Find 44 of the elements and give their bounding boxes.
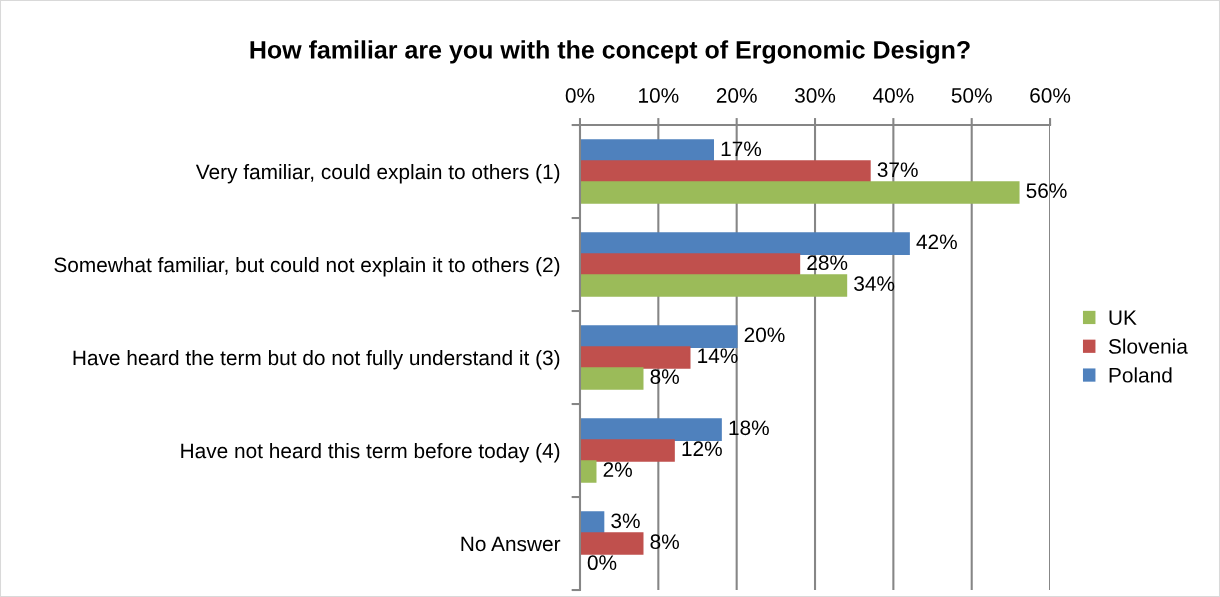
data-label: 42% bbox=[916, 234, 957, 250]
bar bbox=[579, 274, 848, 297]
data-label: 8% bbox=[650, 369, 679, 385]
data-label: 20% bbox=[744, 327, 785, 343]
bar bbox=[579, 232, 910, 255]
x-tick-label: 20% bbox=[716, 88, 757, 103]
data-label: 34% bbox=[854, 276, 895, 292]
data-label: 17% bbox=[721, 141, 762, 157]
legend-label: Slovenia bbox=[1108, 338, 1188, 354]
bar bbox=[579, 181, 1020, 204]
bar bbox=[579, 367, 644, 390]
data-label: 37% bbox=[877, 162, 918, 178]
legend-label: UK bbox=[1109, 310, 1137, 326]
bar bbox=[579, 325, 738, 348]
data-label: 3% bbox=[611, 513, 640, 529]
data-label: 2% bbox=[603, 462, 632, 477]
bar bbox=[579, 460, 597, 483]
bar bbox=[579, 532, 644, 555]
legend-label: Poland bbox=[1109, 367, 1172, 383]
x-tick-label: 0% bbox=[565, 88, 595, 103]
chart-title: How familiar are you with the concept of Ergonomic Design? bbox=[250, 40, 970, 64]
bar bbox=[579, 346, 691, 369]
data-label: 12% bbox=[682, 441, 722, 457]
data-label: 56% bbox=[1026, 183, 1067, 199]
bar bbox=[579, 139, 715, 162]
bar bbox=[579, 418, 722, 441]
data-label: 28% bbox=[807, 255, 848, 271]
y-tick-label: Very familiar, could explain to others (1) bbox=[195, 163, 560, 184]
y-tick-label: No Answer bbox=[461, 536, 561, 552]
data-label: 18% bbox=[729, 420, 769, 436]
bar bbox=[579, 439, 675, 462]
x-tick-label: 60% bbox=[1030, 88, 1071, 103]
x-tick-label: 30% bbox=[794, 88, 836, 103]
data-label: 14% bbox=[698, 348, 738, 364]
data-label: 0% bbox=[587, 555, 617, 571]
y-tick-label: Somewhat familiar, but could not explain it to others (2) bbox=[54, 256, 560, 277]
x-tick-label: 50% bbox=[951, 88, 992, 103]
y-tick-label: Have not heard this term before today (4) bbox=[181, 442, 560, 463]
data-label: 8% bbox=[650, 534, 679, 550]
bar bbox=[579, 160, 871, 183]
bar bbox=[579, 253, 801, 276]
y-tick-label: Have heard the term but do not fully understand it (3) bbox=[73, 349, 560, 370]
x-tick-label: 10% bbox=[639, 88, 679, 103]
x-tick-label: 40% bbox=[873, 88, 914, 103]
